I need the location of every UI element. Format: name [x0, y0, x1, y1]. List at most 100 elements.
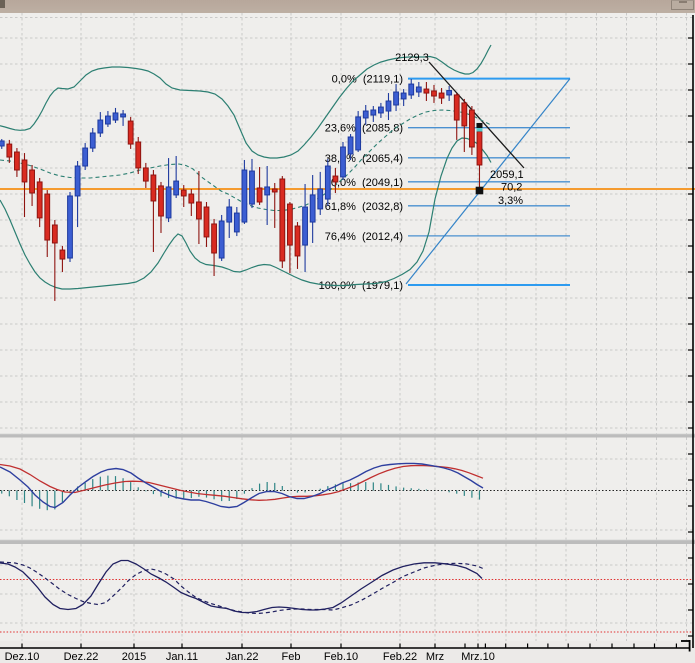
x-axis-label: Feb.22 — [383, 651, 417, 663]
candle — [446, 85, 453, 102]
candle — [51, 219, 58, 301]
window-titlebar[interactable] — [0, 0, 695, 13]
candle — [36, 177, 43, 228]
panel-splitter-1[interactable] — [0, 433, 695, 438]
candle-body — [408, 83, 415, 96]
candle-body — [446, 90, 453, 96]
fib-level-label: 50,0% (2049,1) — [325, 177, 403, 189]
candle — [468, 106, 475, 155]
down-trendline[interactable] — [428, 61, 525, 169]
macd-signal-line — [0, 463, 484, 501]
candle-body — [188, 193, 195, 204]
bollinger-upper-band — [0, 44, 492, 159]
macd-line — [0, 462, 484, 509]
candle — [173, 156, 180, 199]
x-axis-label: Mrz — [426, 651, 444, 663]
candle — [21, 153, 28, 218]
candle — [0, 139, 5, 149]
candle — [127, 116, 134, 149]
candle — [59, 245, 66, 273]
candle — [302, 184, 308, 273]
candle — [120, 110, 126, 126]
candle — [423, 81, 430, 102]
candle-body — [393, 91, 399, 106]
candle-body — [317, 188, 324, 210]
candle — [74, 161, 81, 228]
candle — [158, 181, 164, 233]
candle — [112, 107, 119, 123]
candle — [332, 167, 339, 194]
candle-body — [279, 178, 286, 262]
annotation-label: 2129,3 — [395, 52, 429, 64]
candle-body — [14, 151, 20, 171]
candle — [241, 159, 248, 224]
candle-body — [468, 109, 475, 148]
annotation-label: 3,3% — [498, 195, 523, 207]
candle-body — [453, 94, 460, 121]
stochastic-panel[interactable] — [0, 544, 695, 641]
candle — [135, 136, 142, 174]
fib-level-label: 0,0% (2119,1) — [332, 74, 403, 86]
annotation-label: 2059,1 — [490, 169, 524, 181]
fib-level-label: 100,0% (1979,1) — [319, 280, 403, 292]
candle — [44, 190, 51, 257]
candle — [203, 201, 210, 247]
x-axis-label: Dez.10 — [5, 651, 40, 663]
candle-body — [89, 132, 96, 149]
candle-body — [309, 194, 316, 223]
candle-body — [249, 170, 255, 205]
last-price-marker[interactable] — [475, 186, 484, 195]
candle — [256, 167, 263, 205]
candle — [309, 175, 316, 243]
candle-body — [127, 120, 134, 145]
candle-body — [97, 119, 104, 134]
candle-body — [196, 201, 202, 220]
candle — [67, 191, 73, 263]
candle-body — [294, 225, 301, 257]
candle — [400, 89, 407, 107]
candle-body — [347, 136, 354, 155]
candle — [461, 98, 468, 153]
candle-body — [355, 116, 362, 151]
candle-body — [340, 146, 346, 178]
candle — [249, 158, 255, 209]
candle-body — [461, 102, 468, 127]
stochastic-k-line — [0, 559, 483, 614]
right-axis-ticks — [688, 37, 693, 637]
candle — [279, 176, 286, 269]
candle — [378, 102, 384, 118]
x-axis-label: Jan.11 — [166, 651, 198, 663]
candle — [264, 166, 271, 225]
candle-body — [105, 115, 111, 125]
fib-level-label: 23,6% (2085,8) — [325, 123, 403, 135]
candle — [180, 185, 187, 208]
candle-body — [135, 141, 142, 169]
candle-body — [165, 186, 172, 219]
candle — [14, 148, 20, 177]
gridlines — [0, 13, 693, 641]
candle — [82, 143, 89, 171]
candle — [355, 111, 362, 153]
candle-body — [332, 175, 339, 183]
candle — [165, 158, 172, 223]
axis-corner-bracket — [681, 640, 691, 652]
candle-body — [120, 113, 126, 118]
candle — [393, 84, 399, 112]
candle-body — [59, 249, 66, 260]
candlesticks — [0, 79, 483, 301]
candle — [89, 127, 96, 153]
x-axis-area — [0, 641, 695, 663]
titlebar-button[interactable] — [671, 0, 694, 10]
candle — [211, 218, 217, 277]
candle — [347, 134, 354, 160]
titlebar-button-notch-icon — [679, 1, 687, 3]
candle — [287, 201, 293, 274]
main-chart-panel[interactable] — [0, 13, 695, 434]
candle-body — [158, 185, 164, 217]
candle-body — [180, 189, 187, 197]
panel-splitter-2[interactable] — [0, 539, 695, 545]
candle-body — [218, 220, 225, 259]
channel-trendline[interactable] — [405, 78, 571, 285]
